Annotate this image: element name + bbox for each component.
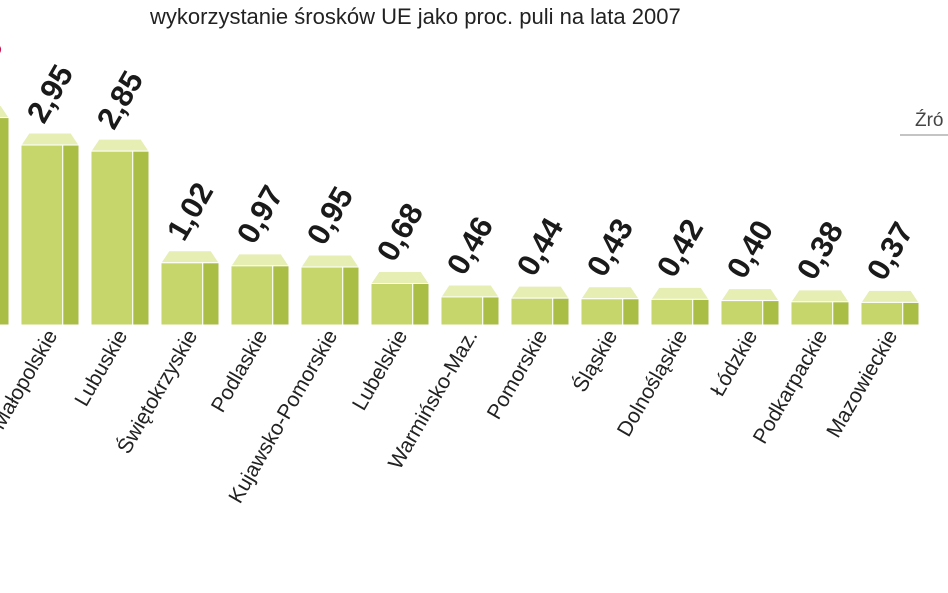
bar-side: [342, 266, 360, 326]
category-label: Podkarpackie: [749, 326, 833, 448]
value-label: 0,97: [230, 180, 290, 250]
value-label: 0,46: [440, 211, 500, 281]
value-label: 0,38: [790, 216, 850, 286]
value-label: 0,43: [580, 213, 640, 283]
bar-side: [132, 150, 150, 326]
bar-side: [272, 265, 290, 326]
category-label: Podlaskie: [207, 326, 272, 416]
bar-top: [230, 253, 290, 267]
bar: [370, 283, 414, 326]
value-label: 0,37: [860, 216, 920, 286]
bar-side: [0, 117, 10, 326]
bar-side: [412, 283, 430, 326]
value-label: 2,85: [90, 65, 150, 135]
bar: [90, 150, 134, 326]
bar: [860, 301, 904, 326]
bar: [510, 297, 554, 326]
bar: [790, 301, 834, 326]
bar-top: [510, 285, 570, 299]
bar-side: [902, 301, 920, 326]
bar: [230, 265, 274, 326]
bar-top: [790, 289, 850, 303]
bar-top: [860, 289, 920, 303]
chart-title: wykorzystanie śrosków UE jako proc. puli…: [149, 4, 681, 29]
bar-top: [300, 254, 360, 268]
bar-side: [832, 301, 850, 326]
bar-side: [622, 298, 640, 326]
bar-side: [762, 300, 780, 326]
category-label: Śląskie: [568, 326, 623, 397]
source: Źró: [915, 110, 944, 131]
bar-top: [720, 288, 780, 302]
value-label: 0,42: [650, 213, 710, 283]
category-label: Lubuskie: [70, 326, 132, 410]
bar-top: [580, 286, 640, 300]
value-label: 1,02: [160, 177, 220, 247]
value-label: 0,95: [300, 181, 360, 251]
bar-top: [650, 286, 710, 300]
bar: [580, 298, 624, 326]
bar: [20, 144, 64, 326]
bar-top: [160, 250, 220, 264]
bar: [160, 262, 204, 326]
bar: [720, 300, 764, 326]
category-label: Małopolskie: [0, 326, 62, 434]
bar-top: [0, 105, 10, 119]
bar-side: [62, 144, 80, 326]
category-label: Mazowieckie: [822, 326, 902, 442]
bar-top: [90, 138, 150, 152]
category-label: Łódzkie: [706, 326, 762, 400]
bar: [650, 298, 694, 326]
bar-side: [482, 296, 500, 326]
category-label: Lubelskie: [348, 326, 412, 414]
bar-side: [552, 297, 570, 326]
bar-top: [20, 132, 80, 146]
bar-top: [440, 284, 500, 298]
bar: [440, 296, 484, 326]
value-label: 3,40: [0, 31, 10, 101]
value-label: 0,40: [720, 214, 780, 284]
value-label: 0,68: [370, 197, 430, 267]
bar-side: [202, 262, 220, 326]
bar: [300, 266, 344, 326]
value-label: 0,44: [510, 211, 571, 281]
bar-side: [692, 298, 710, 326]
category-label: Pomorskie: [483, 326, 553, 423]
value-label: 2,95: [20, 59, 80, 129]
category-label: Dolnośląskie: [613, 326, 692, 441]
bar-top: [370, 271, 430, 285]
